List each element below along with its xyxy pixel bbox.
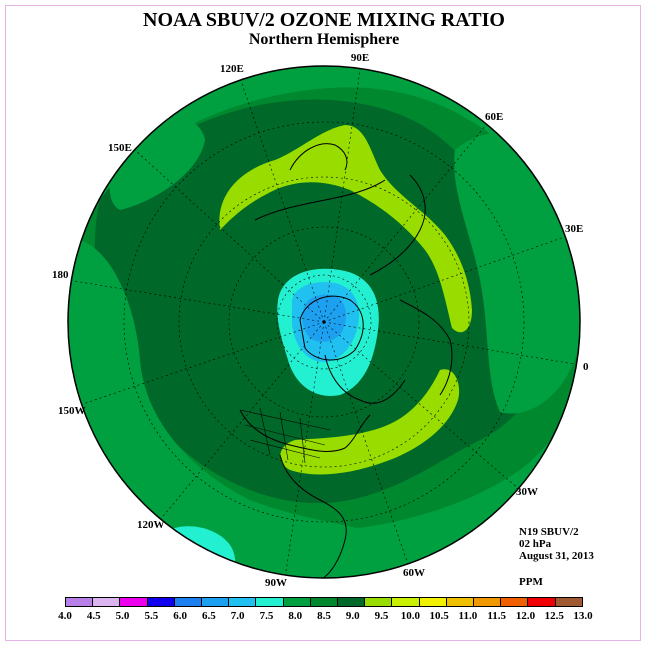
colorbar-tick-label: 4.0	[58, 610, 72, 622]
units-label: PPM	[519, 576, 543, 588]
label-150e: 150E	[108, 142, 132, 154]
colorbar-tick-label: 11.0	[458, 610, 478, 622]
colorbar-tick-label: 6.0	[173, 610, 187, 622]
colorbar-swatch	[474, 598, 502, 606]
label-0: 0	[583, 361, 589, 373]
colorbar-tick-label: 10.0	[400, 610, 420, 622]
colorbar-swatch	[120, 598, 148, 606]
map-title: NOAA SBUV/2 OZONE MIXING RATIO	[143, 9, 505, 31]
colorbar-tick-label: 8.0	[288, 610, 303, 622]
colorbar-swatch	[528, 598, 556, 606]
colorbar-swatch	[66, 598, 94, 606]
field-polar-deep	[302, 294, 347, 342]
colorbar-swatch	[93, 598, 121, 606]
colorbar-tick-label: 5.0	[115, 610, 130, 622]
colorbar-swatch	[283, 598, 311, 606]
meridian-lines	[68, 69, 580, 578]
colorbar-tick-label: 7.5	[259, 610, 274, 622]
colorbar-swatch	[365, 598, 393, 606]
label-30w: 30W	[516, 486, 538, 498]
latitude-circles	[123, 121, 525, 523]
pressure-level: 02 hPa	[519, 538, 552, 550]
info-block: N19 SBUV/2 02 hPa August 31, 2013	[519, 526, 594, 562]
colorbar-ticks: 4.0 4.5 5.0 5.5 6.0 6.5 7.0 7.5 8.0 8.5 9.0 9.5 10.0…	[0, 610, 648, 624]
colorbar-tick-label: 5.5	[144, 610, 159, 622]
colorbar-swatch	[147, 598, 175, 606]
colorbar-tick-label: 4.5	[86, 610, 101, 622]
label-90e: 90E	[351, 52, 369, 64]
label-120w: 120W	[137, 519, 165, 531]
label-60w: 60W	[403, 567, 425, 579]
date-label: August 31, 2013	[519, 550, 594, 562]
colorbar-tick-label: 6.5	[202, 610, 216, 622]
satellite-label: N19 SBUV/2	[519, 526, 579, 538]
colorbar-tick-label: 12.0	[515, 610, 536, 622]
field-high-band	[219, 125, 472, 333]
colorbar-swatch	[446, 598, 475, 606]
colorbar-tick-label: 13.0	[573, 610, 593, 622]
colorbar-swatch	[229, 598, 257, 606]
colorbar-tick-label: 10.5	[429, 610, 449, 622]
label-120e: 120E	[220, 63, 244, 75]
label-60e: 60E	[485, 111, 503, 123]
colorbar-swatch	[174, 598, 203, 606]
colorbar-tick-label: 11.5	[487, 610, 506, 622]
label-180: 180	[52, 269, 69, 281]
colorbar-swatch	[555, 598, 582, 606]
colorbar-tick-label: 7.0	[230, 610, 245, 622]
colorbar-tick-label: 12.5	[544, 610, 564, 622]
field-high-band-south	[280, 369, 460, 475]
colorbar	[65, 597, 583, 607]
figure-border	[5, 5, 641, 641]
map-border	[67, 65, 581, 579]
colorbar-swatch	[202, 598, 230, 606]
colorbar-swatch	[419, 598, 447, 606]
state-borders	[239, 407, 331, 464]
colorbar-swatch	[338, 598, 366, 606]
colorbar-tick-label: 8.5	[317, 610, 331, 622]
coastlines	[239, 143, 453, 578]
label-90w: 90W	[265, 577, 287, 589]
colorbar-tick-label: 9.5	[374, 610, 389, 622]
colorbar-swatch	[256, 598, 284, 606]
colorbar-swatch	[310, 598, 339, 606]
map-subtitle: Northern Hemisphere	[248, 31, 400, 48]
colorbar-tick-label: 9.0	[345, 610, 360, 622]
label-150w: 150W	[58, 405, 86, 417]
colorbar-swatch	[501, 598, 529, 606]
colorbar-swatch	[392, 598, 420, 606]
label-30e: 30E	[565, 223, 583, 235]
